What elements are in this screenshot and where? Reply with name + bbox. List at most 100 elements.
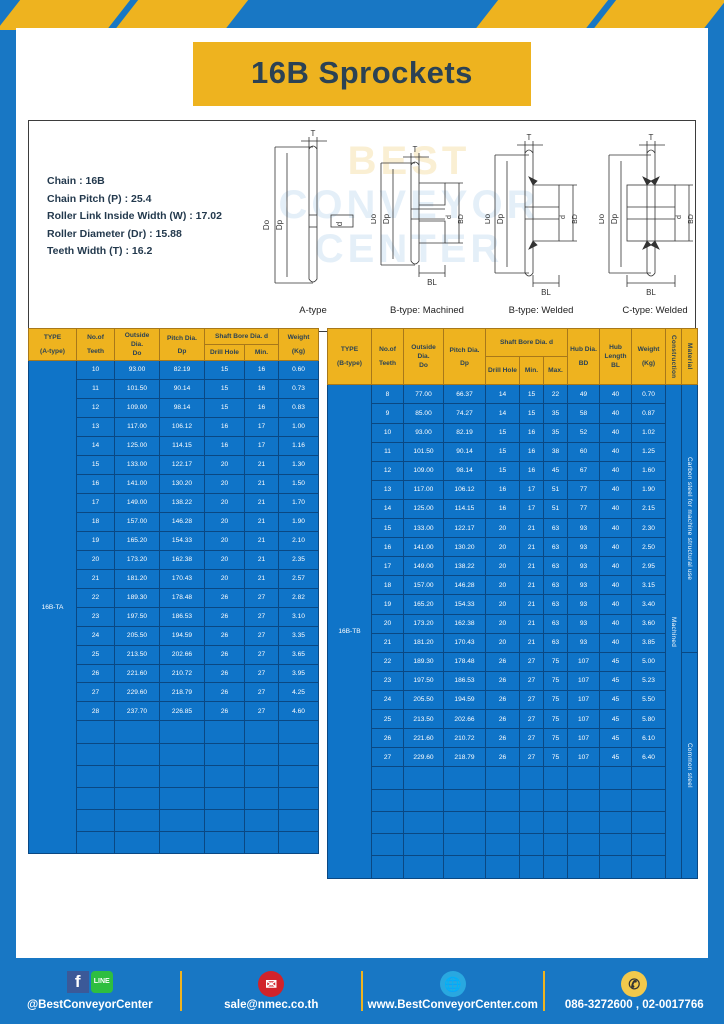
th-hub-len-sub1: Length (604, 353, 627, 361)
footer-phone[interactable]: ✆ 086-3272600 , 02-0017766 (545, 971, 724, 1011)
table-cell-empty (244, 786, 279, 810)
th-drill-hole: Drill Hole (204, 344, 245, 361)
phone-icon-wrap: ✆ (545, 971, 724, 997)
table-cell: 229.60 (403, 747, 444, 768)
table-cell: 85.00 (403, 403, 444, 424)
material-value-lower: Common steel (681, 651, 699, 879)
table-row: 27 229.60 218.79 26 27 4.25 (29, 682, 319, 703)
table-cell: 40 (599, 460, 633, 481)
footer-website[interactable]: 🌐 www.BestConveyorCenter.com (363, 971, 543, 1011)
th-outside-sub1: Dia. (417, 353, 430, 361)
table-cell: 63 (542, 613, 569, 634)
table-cell: 130.20 (443, 537, 486, 558)
table-cell: 20 (204, 568, 245, 589)
footer-facebook[interactable]: f LINE @BestConveyorCenter (0, 971, 180, 1011)
table-cell: 189.30 (403, 651, 444, 672)
table-cell: 93 (567, 632, 601, 653)
table-cell: 162.38 (443, 613, 486, 634)
table-cell: 77 (567, 479, 601, 500)
table-cell-empty (403, 855, 444, 879)
table-cell: 2.30 (631, 518, 667, 539)
table-cell-empty (485, 766, 520, 790)
table-cell-empty (76, 720, 115, 744)
table-cell: 107 (567, 651, 601, 672)
table-cell-empty (278, 764, 319, 788)
table-row: 18 157.00 146.28 20 21 1.90 (29, 511, 319, 532)
table-cell: 1.30 (278, 454, 319, 475)
spec-roller-link-width: Roller Link Inside Width (W) : 17.02 (47, 210, 222, 222)
table-cell: 26 (204, 625, 245, 646)
spec-roller-diameter: Roller Diameter (Dr) : 15.88 (47, 227, 182, 240)
table-cell-empty (159, 742, 205, 766)
table-cell: 93 (567, 575, 601, 596)
table-cell-empty (443, 766, 486, 790)
th-teeth-main: No.of (379, 346, 396, 354)
table-cell: 26 (204, 663, 245, 684)
th-hub-len-sub2: BL (611, 362, 620, 370)
table-cell-empty (631, 833, 667, 857)
table-cell: 162.38 (159, 549, 205, 570)
th-teeth: No.of Teeth (76, 328, 115, 361)
table-cell: 15 (485, 422, 520, 443)
footer-email[interactable]: ✉ sale@nmec.co.th (182, 971, 362, 1011)
table-cell: 20 (76, 549, 115, 570)
table-row: 16 141.00 130.20 20 21 63 93 40 2.50 (328, 537, 698, 558)
table-cell: 27 (519, 728, 544, 749)
table-cell: 26 (485, 651, 520, 672)
table-cell-empty (114, 764, 160, 788)
table-cell: 2.35 (278, 549, 319, 570)
th-bore-min: Min. (519, 356, 544, 386)
table-cell: 1.90 (278, 511, 319, 532)
table-cell: 107 (567, 708, 601, 730)
table-cell-empty (114, 786, 160, 810)
svg-text:Do: Do (262, 219, 271, 230)
table-cell: 93 (567, 537, 601, 558)
diagram-a-type: Do Dp d T A-type (257, 127, 369, 329)
table-cell: 49 (567, 384, 601, 405)
diagram-caption: A-type (299, 305, 327, 316)
table-cell: 17 (519, 479, 544, 500)
table-cell: 27 (244, 663, 279, 684)
table-cell: 82.19 (159, 360, 205, 380)
table-cell: 1.90 (631, 479, 667, 500)
table-cell-empty (599, 833, 633, 857)
specification-list: Chain : 16B Chain Pitch (P) : 25.4 Rolle… (47, 173, 222, 261)
table-cell: 35 (542, 403, 569, 424)
table-cell: 20 (204, 473, 245, 494)
table-cell: 26 (204, 682, 245, 703)
table-cell: 21 (519, 575, 544, 596)
table-cell: 0.60 (278, 360, 319, 380)
table-row: 19 165.20 154.33 20 21 63 93 40 3.40 (328, 594, 698, 615)
table-cell: 2.10 (278, 530, 319, 551)
table-cell-empty (485, 833, 520, 857)
table-cell-empty (599, 855, 633, 879)
table-cell: 40 (599, 632, 633, 653)
table-cell: 16 (204, 435, 245, 456)
table-cell-empty (631, 766, 667, 790)
svg-text:T: T (413, 145, 418, 154)
table-cell: 38 (542, 441, 569, 462)
table-cell-empty (114, 831, 160, 855)
table-cell: 21 (519, 556, 544, 577)
table-cell: 149.00 (114, 492, 160, 513)
table-cell-empty (567, 810, 601, 835)
table-cell: 11 (76, 378, 115, 399)
table-cell: 74.27 (443, 403, 486, 424)
website-url: www.BestConveyorCenter.com (367, 999, 538, 1011)
table-cell: 15 (485, 460, 520, 481)
table-cell: 26 (371, 728, 404, 749)
th-teeth-sub: Teeth (378, 360, 397, 368)
svg-text:T: T (649, 133, 654, 142)
sprocket-diagrams: Do Dp d T A-type (257, 127, 695, 329)
table-cell: 3.15 (631, 575, 667, 596)
table-cell: 16 (244, 397, 279, 418)
table-cell-empty (443, 833, 486, 857)
table-cell-empty (599, 766, 633, 790)
table-cell: 6.10 (631, 728, 667, 749)
table-cell-empty (204, 720, 245, 744)
email-address: sale@nmec.co.th (224, 999, 319, 1011)
th-pitch-sub: Dp (460, 359, 469, 367)
table-cell: 8 (371, 384, 404, 405)
table-cell: 26 (485, 728, 520, 749)
table-cell: 237.70 (114, 701, 160, 722)
